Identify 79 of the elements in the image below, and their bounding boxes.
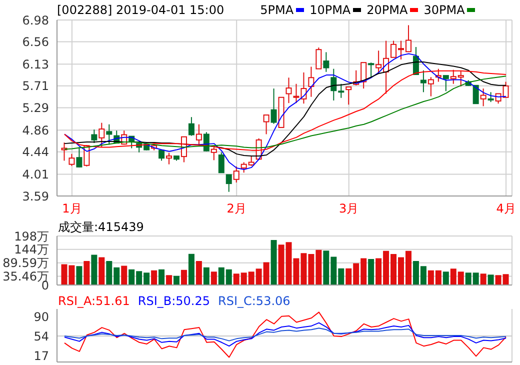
candlestick — [196, 124, 202, 146]
candlestick — [442, 75, 449, 92]
candlestick — [210, 146, 217, 161]
bar — [151, 270, 158, 285]
candlestick — [360, 62, 367, 90]
y-tick-label: 198万 — [14, 229, 49, 244]
y-tick-label: 6.56 — [22, 35, 49, 50]
candlestick — [226, 174, 232, 192]
candlestick — [308, 66, 314, 98]
candlestick — [233, 166, 240, 183]
x-tick-label: 2月 — [226, 202, 246, 216]
candlestick — [61, 142, 68, 162]
candlestick — [488, 92, 494, 103]
y-tick-label: 4.44 — [22, 145, 49, 160]
x-tick-label: 1月 — [62, 202, 82, 216]
legend-label: 5PMA — [260, 3, 294, 17]
bar — [173, 276, 180, 285]
bar — [442, 272, 449, 285]
y-tick-label: 4.01 — [22, 167, 49, 182]
candlestick — [218, 152, 224, 174]
text: RSI_A:51.61 — [58, 294, 130, 308]
y-tick-label: 6.98 — [22, 13, 49, 28]
candlestick — [166, 152, 172, 165]
bar — [98, 257, 105, 285]
y-tick-label: 5.29 — [22, 101, 49, 115]
candlestick — [316, 47, 322, 70]
candlestick — [68, 153, 75, 166]
bar — [84, 260, 90, 285]
x-tick-label: 4月 — [496, 202, 516, 216]
candlestick — [188, 116, 194, 136]
bar — [180, 270, 187, 285]
candlestick — [106, 124, 112, 146]
bar — [203, 267, 210, 285]
y-tick-label: 89.59万 — [2, 256, 49, 270]
candlestick — [270, 88, 277, 124]
bar — [196, 260, 202, 285]
y-tick-label: 6.13 — [22, 57, 49, 72]
candlestick — [428, 76, 434, 97]
text: 成交量:415439 — [58, 220, 144, 234]
candlestick — [368, 62, 374, 78]
chart-title: [002288] 2019-04-01 15:00 — [57, 3, 224, 17]
bar — [76, 266, 82, 285]
line-series — [64, 312, 507, 358]
bar — [121, 266, 128, 285]
y-tick-label: 17 — [34, 348, 49, 363]
candlestick — [76, 146, 82, 168]
bar — [91, 254, 98, 285]
y-tick-label: 35.46万 — [2, 269, 49, 284]
bar — [166, 275, 172, 285]
bar — [158, 269, 165, 285]
line-series — [64, 328, 507, 342]
line-series — [64, 322, 507, 347]
candlestick — [98, 122, 105, 148]
candlestick — [480, 88, 486, 107]
candlestick — [323, 52, 330, 72]
text: RSI_B:50.25 — [138, 294, 210, 308]
candlestick — [286, 77, 292, 104]
y-tick-label: 4.86 — [22, 123, 49, 138]
legend-label: 20PMA — [366, 3, 408, 17]
y-tick-label: 5.71 — [22, 79, 49, 94]
y-tick-label: 90 — [34, 310, 49, 324]
y-tick-label: 3.59 — [22, 189, 49, 204]
legend-label: 30PMA — [424, 3, 465, 17]
candlestick — [263, 114, 270, 135]
y-tick-label: 54 — [34, 329, 49, 344]
bar — [210, 272, 217, 285]
bar — [480, 274, 486, 285]
bar — [488, 274, 494, 285]
series-label: RSI_C:53.06 — [218, 294, 290, 308]
x-tick-label: 3月 — [339, 202, 359, 216]
candlestick — [91, 129, 98, 144]
bar — [188, 254, 194, 285]
candlestick — [420, 70, 426, 93]
candlestick — [346, 86, 352, 106]
candlestick — [472, 84, 479, 104]
bar — [368, 259, 374, 285]
legend-label: 10PMA — [310, 3, 351, 17]
bar — [270, 240, 277, 285]
y-tick-label: 144万 — [14, 242, 49, 257]
